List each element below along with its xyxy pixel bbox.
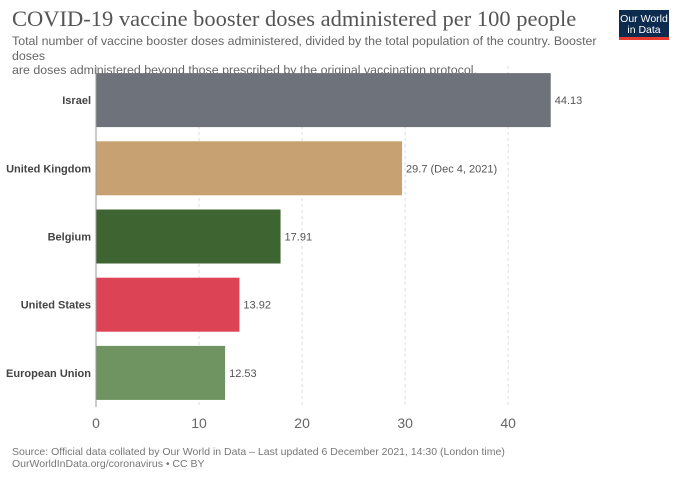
value-label-2: 17.91 <box>285 232 313 244</box>
x-tick-label-10: 10 <box>191 415 207 431</box>
bar-chart: Israel 44.13 United Kingdom 29.7 (Dec 4, 20… <box>6 66 583 431</box>
category-label-3: United States <box>21 300 91 312</box>
bar-0 <box>96 73 551 128</box>
value-label-3: 13.92 <box>243 300 271 312</box>
bar-2 <box>96 209 281 264</box>
value-label-4: 12.53 <box>229 368 257 380</box>
category-label-4: European Union <box>6 368 91 380</box>
bar-4 <box>96 345 226 400</box>
logo-line-2: in Data <box>627 24 661 36</box>
subtitle-line-1: Total number of vaccine booster doses ad… <box>12 34 597 63</box>
bar-3 <box>96 277 240 332</box>
value-label-1: 29.7 (Dec 4, 2021) <box>406 163 497 175</box>
x-tick-label-30: 30 <box>397 415 413 431</box>
value-label-0: 44.13 <box>555 95 583 107</box>
source-link[interactable]: OurWorldInData.org/coronavirus • CC BY <box>12 458 205 470</box>
category-label-2: Belgium <box>48 232 92 244</box>
logo-accent-bar <box>619 37 669 40</box>
x-tick-label-0: 0 <box>92 415 100 431</box>
source-note: Source: Official data collated by Our Wo… <box>12 446 505 458</box>
category-label-1: United Kingdom <box>6 163 91 175</box>
logo-line-1: Our World <box>620 13 668 25</box>
x-tick-label-20: 20 <box>294 415 310 431</box>
bar-1 <box>96 141 403 196</box>
x-tick-label-40: 40 <box>500 415 516 431</box>
chart-title: COVID-19 vaccine booster doses administe… <box>12 6 577 31</box>
owid-logo[interactable]: Our World in Data <box>619 10 669 40</box>
footer: Source: Official data collated by Our Wo… <box>12 446 672 470</box>
category-label-0: Israel <box>62 95 91 107</box>
